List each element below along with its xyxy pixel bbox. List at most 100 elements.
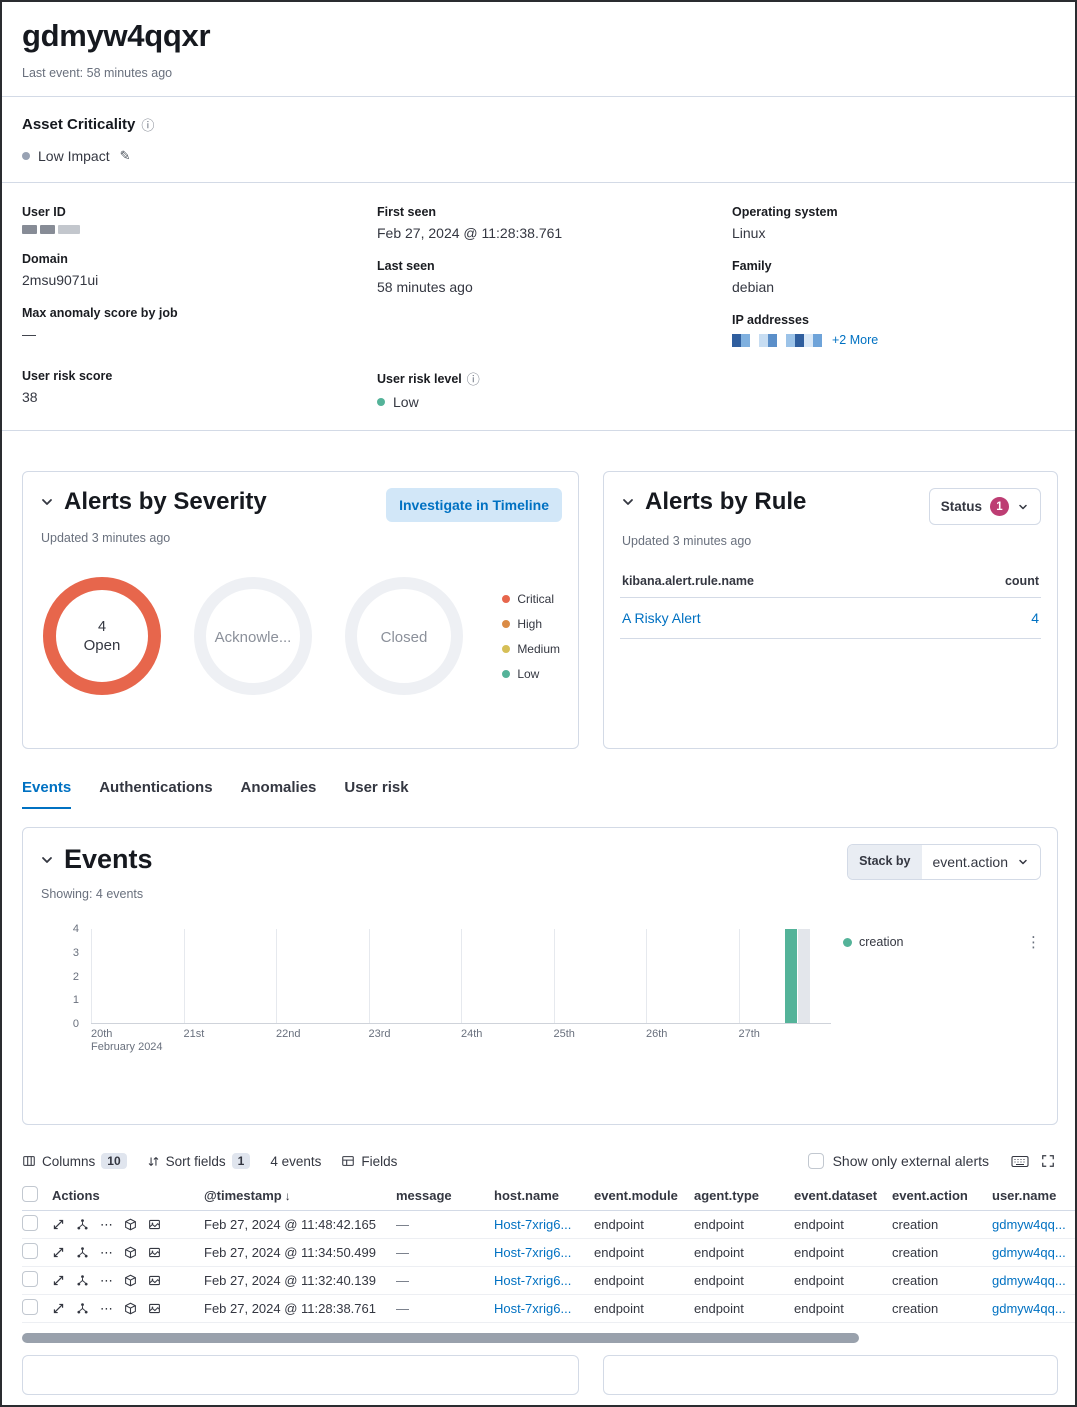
legend-item-medium[interactable]: Medium [502, 642, 560, 656]
legend-item-critical[interactable]: Critical [502, 592, 560, 606]
tab-authentications[interactable]: Authentications [99, 779, 213, 796]
columns-selector[interactable]: Columns 10 [22, 1153, 127, 1169]
donut-open[interactable]: 4 Open [43, 577, 161, 695]
tab-user-risk[interactable]: User risk [344, 779, 409, 796]
sort-icon [148, 1156, 158, 1166]
header-user-name[interactable]: user.name [992, 1188, 1057, 1203]
analyze-event-icon[interactable] [76, 1274, 89, 1287]
row-checkbox[interactable] [22, 1271, 38, 1287]
info-icon[interactable]: ⓘ [466, 372, 480, 387]
fields-selector[interactable]: Fields [341, 1154, 397, 1169]
alerts-by-rule-table: kibana.alert.rule.name count A Risky Ale… [620, 568, 1041, 639]
investigate-image-icon[interactable] [148, 1218, 161, 1231]
divider [2, 182, 1075, 183]
event-action-cell: creation [892, 1217, 939, 1232]
row-checkbox[interactable] [22, 1243, 38, 1259]
header-event-action[interactable]: event.action [892, 1188, 968, 1203]
osquery-icon[interactable] [124, 1302, 137, 1315]
more-actions-icon[interactable]: ⋯ [100, 1244, 113, 1260]
investigate-image-icon[interactable] [148, 1274, 161, 1287]
alerts-by-rule-title: Alerts by Rule [645, 488, 807, 515]
row-checkbox[interactable] [22, 1215, 38, 1231]
edit-criticality-icon[interactable]: ✎ [119, 148, 131, 163]
os-label: Operating system [732, 205, 838, 219]
updated-text: Updated 3 minutes ago [622, 534, 752, 548]
agent-type-cell: endpoint [694, 1217, 744, 1232]
tab-events[interactable]: Events [22, 779, 72, 809]
osquery-icon[interactable] [124, 1246, 137, 1259]
select-all-checkbox[interactable] [22, 1186, 38, 1202]
chevron-down-icon[interactable] [620, 494, 636, 510]
host-name-link[interactable]: Host-7xrig6... [494, 1217, 572, 1232]
analyze-event-icon[interactable] [76, 1246, 89, 1259]
rule-count-link[interactable]: 4 [1031, 610, 1039, 626]
header-event-dataset[interactable]: event.dataset [794, 1188, 878, 1203]
user-name-link[interactable]: gdmyw4qq... [992, 1245, 1066, 1260]
chart-options-menu-icon[interactable]: ⋮ [1026, 934, 1041, 951]
host-name-link[interactable]: Host-7xrig6... [494, 1301, 572, 1316]
event-module-cell: endpoint [594, 1217, 644, 1232]
osquery-icon[interactable] [124, 1218, 137, 1231]
critical-dot [502, 594, 511, 603]
first-seen-value: Feb 27, 2024 @ 11:28:38.761 [377, 225, 563, 241]
table-row: ⋯ Feb 27, 2024 @ 11:48:42.165 — Host-7xr… [22, 1211, 1075, 1239]
user-name-link[interactable]: gdmyw4qq... [992, 1273, 1066, 1288]
legend-item-high[interactable]: High [502, 617, 560, 631]
header-message[interactable]: message [396, 1188, 452, 1203]
header-event-module[interactable]: event.module [594, 1188, 678, 1203]
more-actions-icon[interactable]: ⋯ [100, 1272, 113, 1288]
ip-addresses-label: IP addresses [732, 313, 809, 327]
updated-text: Updated 3 minutes ago [41, 531, 171, 545]
rule-name-link[interactable]: A Risky Alert [622, 610, 701, 626]
rule-name-header: kibana.alert.rule.name [622, 574, 755, 588]
fullscreen-icon[interactable] [1041, 1154, 1055, 1168]
more-actions-icon[interactable]: ⋯ [100, 1216, 113, 1232]
max-anomaly-value: — [22, 326, 36, 342]
count-header: count [1004, 574, 1039, 588]
header-agent-type[interactable]: agent.type [694, 1188, 760, 1203]
events-table-body: ⋯ Feb 27, 2024 @ 11:48:42.165 — Host-7xr… [22, 1211, 1075, 1323]
show-external-alerts-checkbox[interactable] [807, 1153, 824, 1169]
event-action-cell: creation [892, 1245, 939, 1260]
analyze-event-icon[interactable] [76, 1218, 89, 1231]
event-dataset-cell: endpoint [794, 1217, 844, 1232]
legend-label: Low [517, 666, 540, 681]
expand-event-icon[interactable] [52, 1246, 65, 1259]
host-name-link[interactable]: Host-7xrig6... [494, 1273, 572, 1288]
user-name-link[interactable]: gdmyw4qq... [992, 1301, 1066, 1316]
stack-by-select[interactable]: Stack by event.action [847, 844, 1041, 880]
message-cell: — [396, 1301, 409, 1316]
header-timestamp[interactable]: @timestamp ↓ [204, 1188, 291, 1203]
analyze-event-icon[interactable] [76, 1302, 89, 1315]
sort-fields-selector[interactable]: Sort fields 1 [147, 1153, 251, 1169]
header-host-name[interactable]: host.name [494, 1188, 560, 1203]
expand-event-icon[interactable] [52, 1218, 65, 1231]
host-name-link[interactable]: Host-7xrig6... [494, 1245, 572, 1260]
tab-anomalies[interactable]: Anomalies [240, 779, 317, 796]
keyboard-shortcuts-icon[interactable] [1011, 1155, 1029, 1168]
investigate-in-timeline-button[interactable]: Investigate in Timeline [386, 488, 562, 522]
info-icon[interactable]: ⓘ [141, 118, 155, 133]
scrollbar-thumb[interactable] [22, 1333, 859, 1343]
legend-item-creation[interactable]: creation [843, 935, 903, 949]
osquery-icon[interactable] [124, 1274, 137, 1287]
legend-item-low[interactable]: Low [502, 667, 560, 681]
horizontal-scrollbar [22, 1333, 1055, 1343]
user-name-link[interactable]: gdmyw4qq... [992, 1217, 1066, 1232]
chevron-down-icon[interactable] [39, 852, 55, 868]
investigate-image-icon[interactable] [148, 1246, 161, 1259]
donut-closed[interactable]: Closed [345, 577, 463, 695]
agent-type-cell: endpoint [694, 1301, 744, 1316]
row-checkbox[interactable] [22, 1299, 38, 1315]
investigate-image-icon[interactable] [148, 1302, 161, 1315]
status-filter-button[interactable]: Status 1 [928, 488, 1041, 525]
bottom-right-panel [603, 1355, 1058, 1395]
donut-acknowledged[interactable]: Acknowle... [194, 577, 312, 695]
ip-more-link[interactable]: +2 More [832, 333, 879, 347]
expand-event-icon[interactable] [52, 1274, 65, 1287]
chevron-down-icon[interactable] [39, 494, 55, 510]
more-actions-icon[interactable]: ⋯ [100, 1300, 113, 1316]
agent-type-cell: endpoint [694, 1273, 744, 1288]
expand-event-icon[interactable] [52, 1302, 65, 1315]
